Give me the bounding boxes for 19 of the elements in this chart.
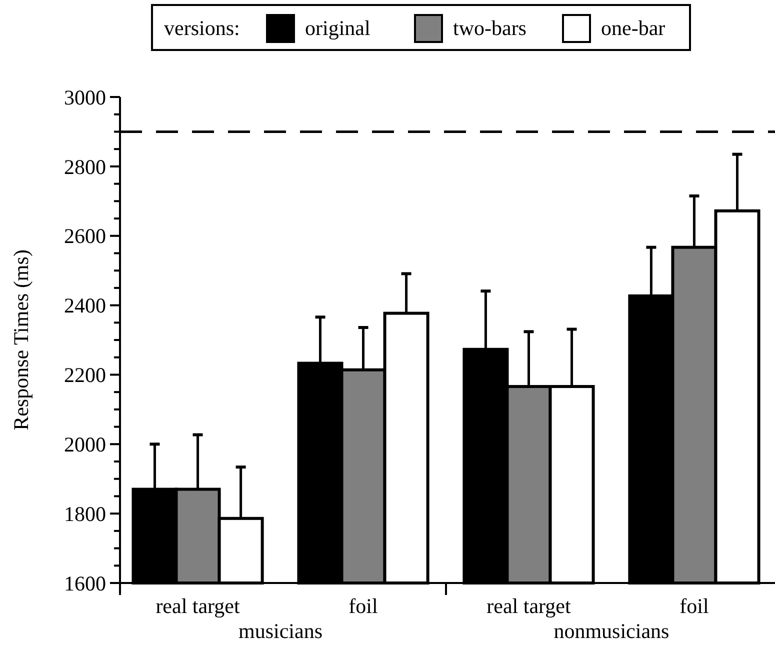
y-tick-label: 2200 — [64, 363, 106, 388]
y-tick-label: 2800 — [64, 154, 106, 179]
y-tick-label: 3000 — [64, 85, 106, 110]
y-axis-title: Response Times (ms) — [9, 250, 33, 430]
y-tick-label: 1800 — [64, 502, 106, 526]
legend-title: versions: — [164, 16, 240, 40]
legend-label: two-bars — [453, 16, 526, 40]
x-tick-label: foil — [348, 594, 378, 618]
y-tick-label: 2600 — [64, 224, 106, 248]
x-tick-label: foil — [680, 594, 709, 618]
y-tick-label: 1600 — [64, 571, 106, 596]
x-tick-label: real target — [156, 594, 240, 618]
legend-label: original — [305, 16, 370, 40]
y-tick-label: 2000 — [64, 432, 106, 456]
y-tick-label: 2400 — [64, 294, 106, 318]
x-tick-label: real target — [486, 594, 571, 618]
text: nonmusicians — [554, 619, 670, 643]
legend-label: one-bar — [601, 16, 666, 40]
text: musicians — [238, 619, 323, 643]
